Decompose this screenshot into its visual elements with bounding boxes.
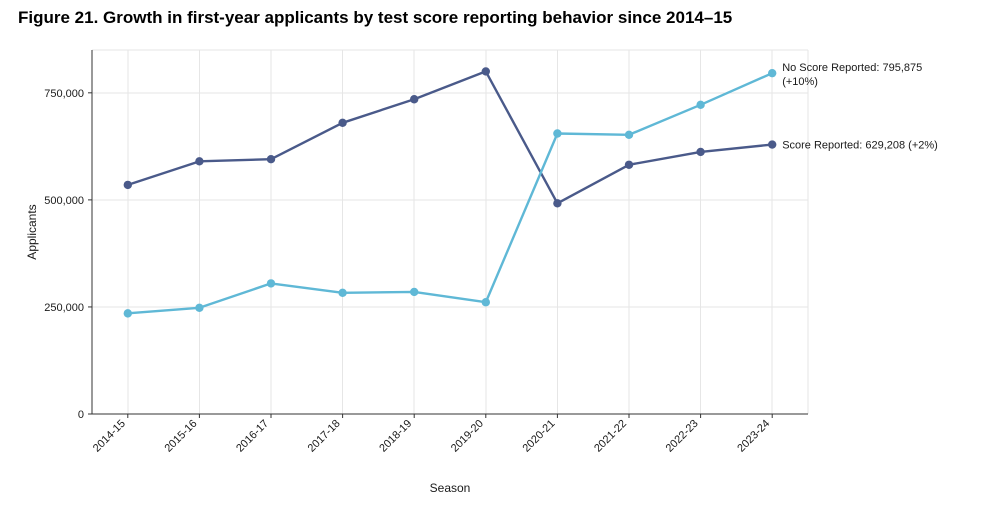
series-end-label2-no_score_reported: (+10%) (782, 76, 818, 88)
series-point-score_reported (267, 155, 275, 163)
series-point-no_score_reported (696, 101, 704, 109)
chart: 0250,000500,000750,000Applicants2014-152… (12, 32, 978, 502)
y-tick-label: 500,000 (44, 195, 84, 207)
chart-bg (12, 32, 978, 502)
series-point-score_reported (768, 140, 776, 148)
series-end-label-score_reported: Score Reported: 629,208 (+2%) (782, 140, 938, 152)
y-tick-label: 750,000 (44, 88, 84, 100)
figure-title: Figure 21. Growth in first-year applican… (18, 8, 978, 28)
series-point-no_score_reported (768, 69, 776, 77)
series-point-no_score_reported (124, 309, 132, 317)
y-tick-label: 250,000 (44, 302, 84, 314)
series-point-score_reported (625, 161, 633, 169)
series-point-score_reported (410, 95, 418, 103)
series-point-no_score_reported (553, 129, 561, 137)
series-point-no_score_reported (267, 279, 275, 287)
series-point-score_reported (696, 148, 704, 156)
series-point-no_score_reported (338, 289, 346, 297)
y-axis-title: Applicants (25, 204, 39, 259)
series-point-score_reported (195, 157, 203, 165)
series-point-no_score_reported (482, 298, 490, 306)
series-point-score_reported (553, 199, 561, 207)
series-point-score_reported (482, 67, 490, 75)
chart-svg: 0250,000500,000750,000Applicants2014-152… (12, 32, 978, 502)
series-point-no_score_reported (410, 288, 418, 296)
x-axis-title: Season (430, 481, 471, 495)
y-tick-label: 0 (78, 409, 84, 421)
series-point-no_score_reported (625, 131, 633, 139)
series-end-label-no_score_reported: No Score Reported: 795,875 (782, 62, 922, 74)
series-point-no_score_reported (195, 304, 203, 312)
series-point-score_reported (124, 181, 132, 189)
figure-container: Figure 21. Growth in first-year applican… (0, 0, 990, 513)
series-point-score_reported (338, 119, 346, 127)
